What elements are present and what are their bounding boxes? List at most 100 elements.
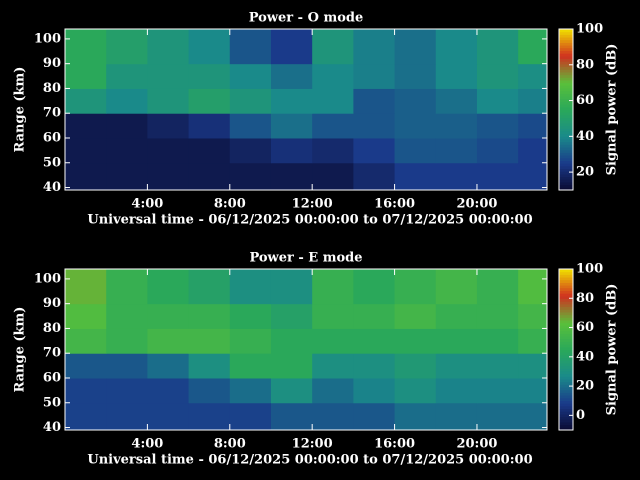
colorbar-swatch <box>559 306 573 310</box>
heatmap-cell <box>476 377 519 404</box>
colorbar-tick-label: 20 <box>576 165 594 180</box>
heatmap-cell <box>270 113 313 139</box>
colorbar-swatch <box>559 303 573 308</box>
y-tick-label: 60 <box>43 370 61 385</box>
colorbar-swatch <box>559 419 573 423</box>
colorbar-swatch <box>559 163 573 167</box>
colorbar-swatch <box>559 301 573 305</box>
heatmap-cell <box>394 88 437 114</box>
heatmap-cell <box>147 162 190 191</box>
colorbar-swatch <box>559 130 573 135</box>
heatmap-cell <box>229 63 272 89</box>
heatmap-cell <box>312 29 354 65</box>
heatmap-cell <box>312 269 354 305</box>
heatmap-cell <box>476 88 519 114</box>
colorbar-swatch <box>559 400 573 404</box>
heatmap-cell <box>435 353 478 379</box>
heatmap-cell <box>188 29 231 65</box>
y-tick-label: 70 <box>43 106 61 121</box>
heatmap-cell <box>147 377 190 404</box>
heatmap-cell <box>147 29 190 65</box>
heatmap-cell <box>353 353 396 379</box>
heatmap-cell <box>394 137 437 164</box>
colorbar-swatch <box>559 37 573 41</box>
heatmap-cell <box>518 269 548 305</box>
colorbar-tick-label: 40 <box>576 349 594 364</box>
heatmap-cell <box>353 137 396 164</box>
colorbar-tick-label: 20 <box>576 379 594 394</box>
heatmap-cell <box>518 328 548 354</box>
heatmap-cell <box>312 303 354 329</box>
colorbar-tick-label: 60 <box>576 93 594 108</box>
colorbar-swatch <box>559 141 573 145</box>
y-tick-label: 90 <box>43 56 61 71</box>
y-tick-label: 40 <box>43 420 61 435</box>
colorbar-tick-label: 80 <box>576 291 594 306</box>
heatmap-cell <box>147 269 190 305</box>
heatmap-cell <box>394 328 437 354</box>
colorbar-swatch <box>559 85 573 89</box>
heatmap-cell <box>106 162 148 191</box>
heatmap-cell <box>188 88 231 114</box>
colorbar-swatch <box>559 379 573 383</box>
heatmap-cell <box>229 137 272 164</box>
colorbar-swatch <box>559 77 573 81</box>
heatmap-cell <box>106 377 148 404</box>
colorbar-swatch <box>559 344 573 348</box>
heatmap-cell <box>353 402 396 431</box>
heatmap-cell <box>229 402 272 431</box>
heatmap-cell <box>435 377 478 404</box>
heatmap-cell <box>476 63 519 89</box>
colorbar-swatch <box>559 330 573 334</box>
heatmap-cell <box>147 63 190 89</box>
colorbar-swatch <box>559 157 573 161</box>
colorbar-swatch <box>559 336 573 340</box>
colorbar-swatch <box>559 411 573 415</box>
heatmap-cell <box>476 328 519 354</box>
colorbar-swatch <box>559 139 573 143</box>
colorbar-swatch <box>559 314 573 318</box>
heatmap-cell <box>106 269 148 305</box>
heatmap-cell <box>270 303 313 329</box>
heatmap-cell <box>229 88 272 114</box>
heatmap-cell <box>270 353 313 379</box>
x-axis-label: Universal time - 06/12/2025 00:00:00 to … <box>87 453 532 468</box>
colorbar-swatch <box>559 387 573 391</box>
colorbar-swatch <box>559 88 573 92</box>
heatmap-cell <box>312 377 354 404</box>
colorbar-swatch <box>559 322 573 326</box>
colorbar-swatch <box>559 362 573 367</box>
colorbar-swatch <box>559 155 573 159</box>
x-tick-label: 16:00 <box>374 197 415 212</box>
colorbar-swatch <box>559 104 573 108</box>
heatmap-cell <box>518 63 548 89</box>
heatmap-cell <box>435 402 478 431</box>
colorbar-tick-label: 80 <box>576 57 594 72</box>
colorbar-frame <box>558 28 574 191</box>
colorbar-swatch <box>559 413 573 418</box>
heatmap-cell <box>394 353 437 379</box>
heatmap-cell <box>394 303 437 329</box>
colorbar-swatch <box>559 106 573 110</box>
y-axis-label: Range (km) <box>13 67 28 153</box>
y-axis-label: Range (km) <box>13 307 28 393</box>
colorbar-swatch <box>559 53 573 57</box>
heatmap-cell <box>435 29 478 65</box>
colorbar-swatch <box>559 354 573 359</box>
colorbar-swatch <box>559 397 573 401</box>
colorbar-swatch <box>559 125 573 129</box>
heatmap-cell <box>312 353 354 379</box>
heatmap-cell <box>353 113 396 139</box>
heatmap-cell <box>229 29 272 65</box>
colorbar-swatch <box>559 357 573 361</box>
heatmap-cell <box>65 162 107 191</box>
y-tick-label: 70 <box>43 346 61 361</box>
heatmap-cell <box>188 328 231 354</box>
colorbar-swatch <box>559 128 573 132</box>
colorbar-swatch <box>559 63 573 68</box>
colorbar-swatch <box>559 96 573 100</box>
heatmap-cell <box>229 377 272 404</box>
heatmap-cell <box>476 137 519 164</box>
colorbar-swatch <box>559 61 573 65</box>
